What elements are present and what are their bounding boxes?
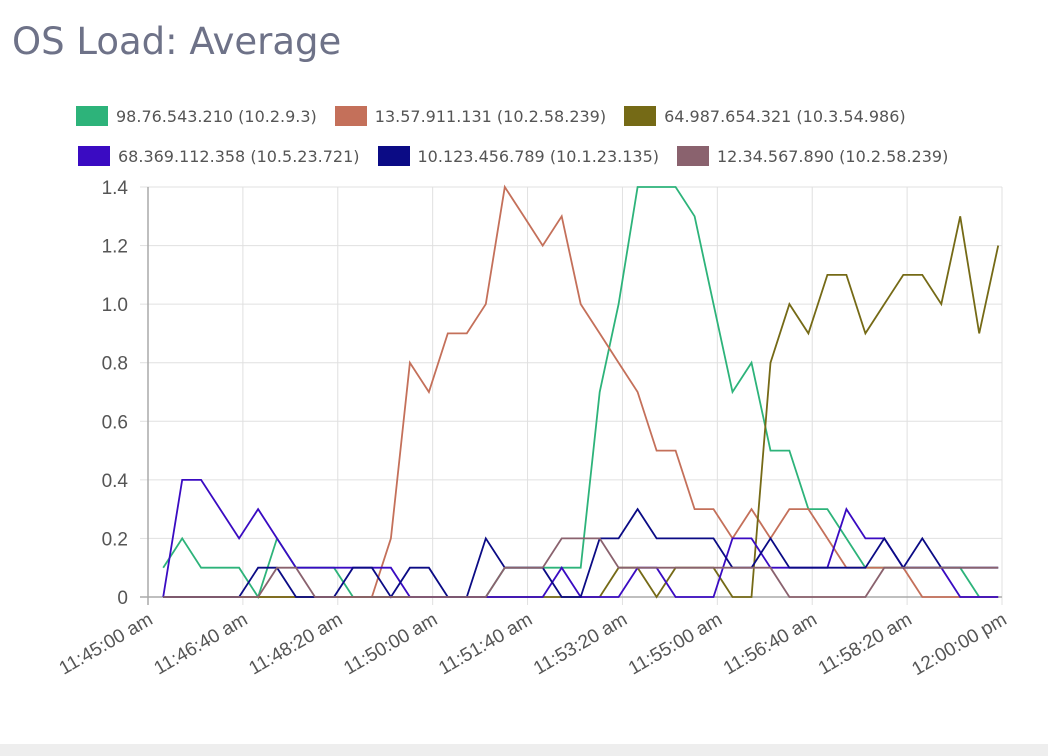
legend-label: 98.76.543.210 (10.2.9.3) [116, 106, 317, 126]
footer-bar [0, 744, 1048, 756]
legend-item[interactable]: 10.123.456.789 (10.1.23.135) [377, 146, 660, 166]
x-tick-label: 12:00:00 pm [909, 609, 1011, 680]
x-tick-label: 11:46:40 am [151, 609, 252, 679]
legend-swatch [624, 106, 657, 126]
y-tick-label: 1.4 [102, 178, 129, 199]
legend-swatch [677, 146, 709, 166]
x-tick-label: 11:58:20 am [815, 609, 916, 679]
legend-swatch [76, 106, 108, 126]
y-tick-label: 0 [117, 588, 128, 609]
y-tick-label: 1.2 [102, 237, 128, 258]
legend-item[interactable]: 64.987.654.321 (10.3.54.986) [624, 106, 906, 126]
x-tick-label: 11:48:20 am [246, 609, 347, 679]
legend-item[interactable]: 12.34.567.890 (10.2.58.239) [677, 146, 948, 166]
series-line-0 [162, 186, 999, 600]
legend-swatch [334, 106, 367, 126]
legend-row-1: 98.76.543.210 (10.2.9.3) 13.57.911.131 (… [76, 106, 906, 126]
page-title: OS Load: Average [12, 20, 342, 63]
y-tick-label: 0.6 [102, 412, 128, 433]
x-tick-label: 11:45:00 am [56, 609, 157, 679]
y-tick-label: 0.4 [102, 471, 129, 492]
legend-label: 68.369.112.358 (10.5.23.721) [118, 146, 360, 166]
x-tick-label: 11:55:00 am [625, 609, 726, 679]
legend-label: 64.987.654.321 (10.3.54.986) [664, 106, 906, 126]
y-tick-label: 0.8 [102, 354, 128, 375]
legend-item[interactable]: 98.76.543.210 (10.2.9.3) [76, 106, 317, 126]
line-chart: 0 0.2 0.4 0.6 0.8 1.0 1.2 1.4 11:45:00 am11:46:4… [56, 178, 1011, 680]
y-tick-label: 1.0 [102, 295, 128, 316]
legend-label: 13.57.911.131 (10.2.58.239) [374, 106, 607, 126]
legend-item[interactable]: 13.57.911.131 (10.2.58.239) [334, 106, 607, 126]
x-tick-label: 11:53:20 am [530, 609, 631, 679]
legend-label: 12.34.567.890 (10.2.58.239) [717, 146, 949, 166]
x-tick-label: 11:51:40 am [435, 609, 536, 679]
series-line-5 [163, 537, 999, 598]
legend-item[interactable]: 68.369.112.358 (10.5.23.721) [78, 146, 360, 166]
legend-swatch [377, 146, 410, 166]
x-tick-label: 11:56:40 am [720, 609, 821, 679]
legend-swatch [78, 146, 110, 166]
legend-row-2: 68.369.112.358 (10.5.23.721) 10.123.456.… [78, 146, 948, 166]
x-tick-label: 11:50:00 am [340, 609, 441, 679]
series-line-2 [163, 216, 1000, 599]
y-tick-label: 0.2 [102, 529, 128, 550]
legend-label: 10.123.456.789 (10.1.23.135) [417, 146, 660, 166]
series-line-4 [163, 507, 999, 599]
series-line-1 [163, 184, 999, 598]
